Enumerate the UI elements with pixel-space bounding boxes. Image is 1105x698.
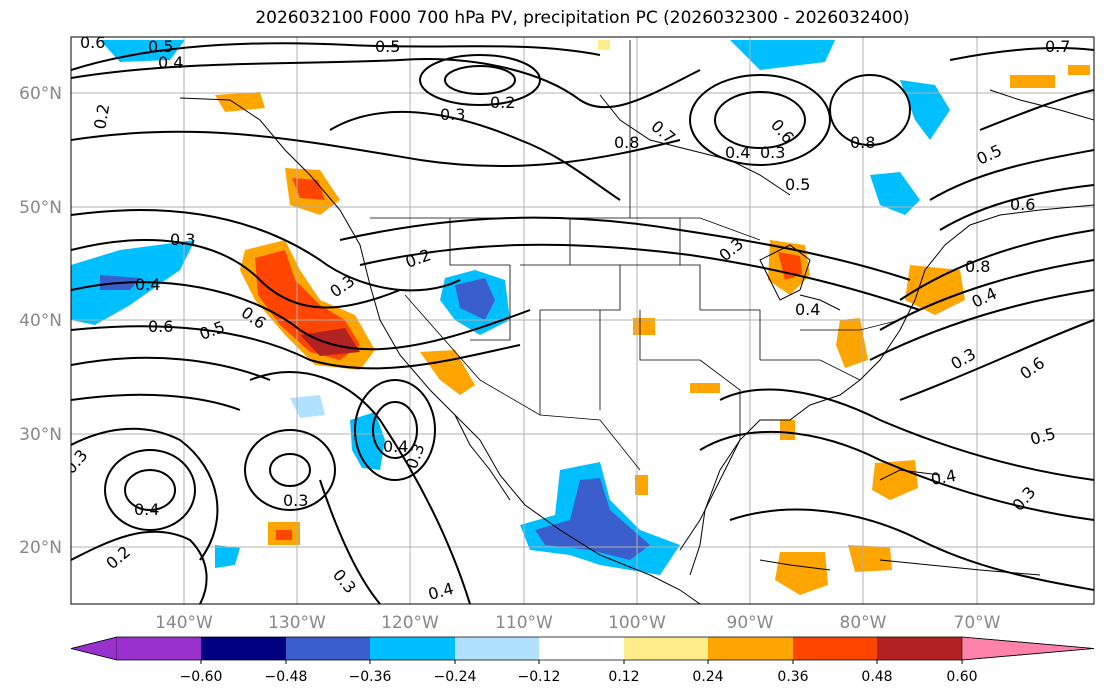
lat-label-60n: 60°N (19, 84, 62, 104)
colorbar-segment (117, 637, 201, 660)
lat-label-20n: 20°N (19, 538, 62, 558)
contour-label: 0.4 (135, 275, 160, 294)
contour-label: 0.3 (760, 143, 785, 162)
longitude-labels: 140°W 130°W 120°W 110°W 100°W 90°W 80°W … (155, 613, 1001, 633)
colorbar: −0.60 −0.48 −0.36 −0.24 −0.12 0.12 0.24 … (70, 636, 1095, 685)
colorbar-tick: 0.48 (861, 669, 892, 685)
contour-label: 0.4 (383, 437, 408, 456)
lat-label-50n: 50°N (19, 198, 62, 218)
latitude-labels: 60°N 50°N 40°N 30°N 20°N (19, 84, 62, 558)
colorbar-segment (877, 637, 962, 660)
contour-label: 0.6 (80, 33, 105, 52)
precip-positive-areas (215, 40, 1090, 595)
plot-area: 0.6 0.5 0.4 0.5 0.7 0.2 0.3 0.2 0.8 0.7 … (71, 33, 1094, 604)
contour-label: 0.4 (795, 300, 820, 319)
lat-label-30n: 30°N (19, 425, 62, 445)
contour-label: 0.8 (965, 257, 990, 276)
lon-label-90w: 90°W (727, 613, 774, 633)
contour-label: 0.5 (785, 175, 810, 194)
colorbar-segment (370, 637, 455, 660)
pv-contours (71, 42, 1094, 604)
lon-label-70w: 70°W (954, 613, 1001, 633)
colorbar-segment (539, 637, 624, 660)
colorbar-extend-low (70, 636, 118, 661)
lat-label-40n: 40°N (19, 311, 62, 331)
contour-label: 0.3 (170, 230, 195, 249)
lon-label-100w: 100°W (608, 613, 666, 633)
colorbar-tick: −0.24 (434, 669, 477, 685)
contour-label: 0.6 (148, 317, 173, 336)
contour-label: 0.2 (490, 93, 515, 112)
lon-label-140w: 140°W (155, 613, 213, 633)
lon-label-130w: 130°W (268, 613, 326, 633)
colorbar-tick: −0.48 (265, 669, 308, 685)
colorbar-segment (624, 637, 708, 660)
lon-label-80w: 80°W (840, 613, 887, 633)
coastlines (179, 89, 1094, 604)
colorbar-segment (455, 637, 539, 660)
contour-label: 0.4 (929, 466, 957, 489)
contour-label: 0.4 (134, 500, 159, 519)
contour-label: 0.5 (148, 37, 173, 56)
colorbar-segments (70, 636, 1095, 664)
contour-label: 0.8 (614, 133, 639, 152)
plot-frame (70, 36, 1095, 605)
colorbar-segment (286, 637, 370, 660)
lon-label-120w: 120°W (381, 613, 439, 633)
colorbar-tick: 0.60 (946, 669, 977, 685)
colorbar-tick: −0.60 (180, 669, 223, 685)
contour-label: 0.7 (1045, 37, 1070, 56)
colorbar-tick: −0.36 (349, 669, 392, 685)
colorbar-segment (708, 637, 793, 660)
colorbar-tick: 0.24 (692, 669, 723, 685)
colorbar-tick-labels: −0.60 −0.48 −0.36 −0.24 −0.12 0.12 0.24 … (180, 669, 978, 685)
precip-negative-areas (71, 40, 950, 575)
contour-label: 0.4 (158, 53, 183, 72)
contour-label: 0.6 (1010, 195, 1035, 214)
colorbar-tick: 0.36 (777, 669, 808, 685)
colorbar-extend-high (961, 636, 1095, 661)
colorbar-segment (793, 637, 877, 660)
contour-label: 0.3 (440, 105, 465, 124)
lon-label-110w: 110°W (495, 613, 553, 633)
contour-label: 0.2 (90, 102, 113, 130)
colorbar-outline (70, 636, 1095, 661)
contour-label: 0.8 (850, 133, 875, 152)
political-borders (370, 40, 901, 471)
contour-label: 0.3 (283, 491, 308, 510)
colorbar-tick: −0.12 (518, 669, 561, 685)
contour-label: 0.4 (725, 143, 750, 162)
contour-label: 0.5 (375, 37, 400, 56)
colorbar-tick: 0.12 (608, 669, 639, 685)
map-title: 2026032100 F000 700 hPa PV, precipitatio… (255, 8, 910, 28)
colorbar-segment (201, 637, 286, 660)
